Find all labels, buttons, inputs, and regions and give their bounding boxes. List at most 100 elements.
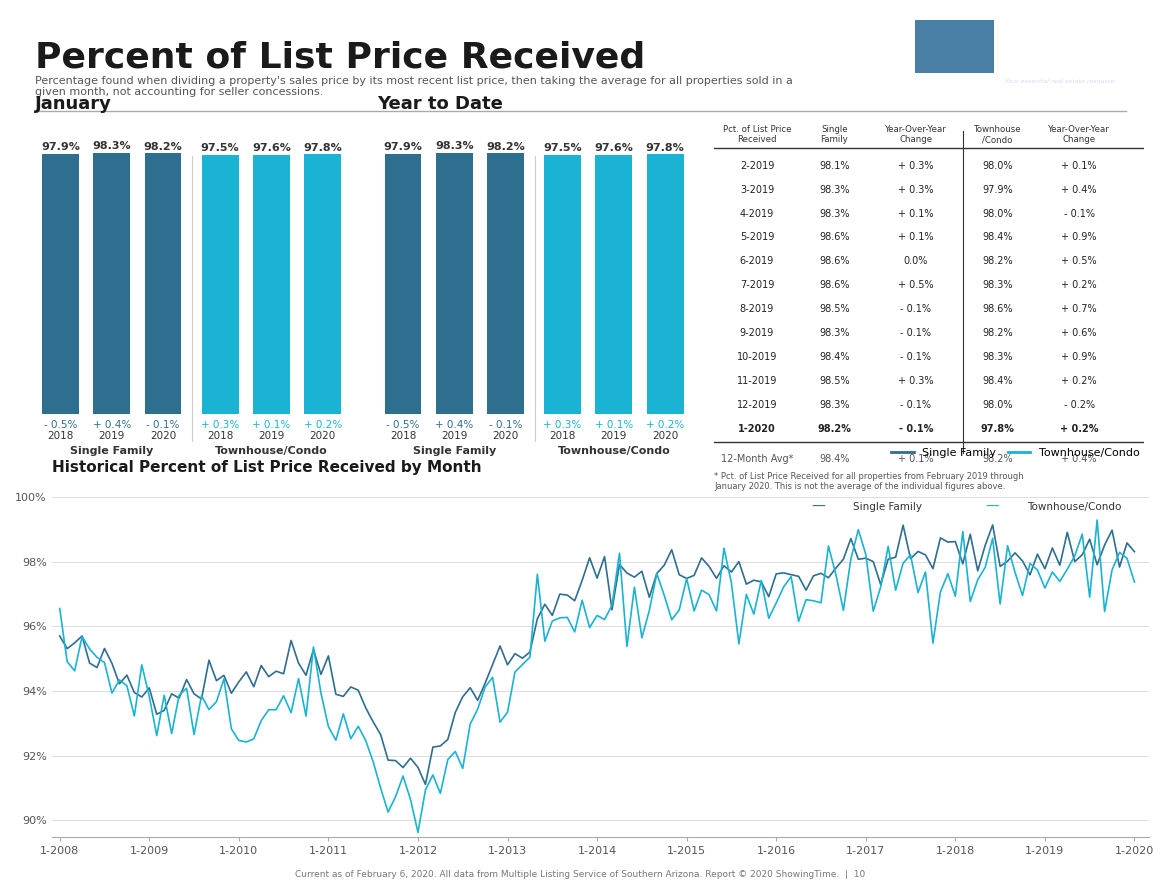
Text: 98.3%: 98.3%: [93, 142, 131, 151]
Text: 98.1%: 98.1%: [819, 160, 850, 171]
Text: + 0.4%: + 0.4%: [1061, 184, 1097, 195]
Text: Pct. of List Price
Received: Pct. of List Price Received: [722, 125, 792, 144]
Text: 12-Month Avg*: 12-Month Avg*: [721, 454, 793, 464]
Text: + 0.1%: + 0.1%: [899, 208, 933, 219]
Text: 98.4%: 98.4%: [819, 454, 850, 464]
Text: Year-Over-Year
Change: Year-Over-Year Change: [1048, 125, 1110, 144]
Text: + 0.1%: + 0.1%: [594, 419, 633, 430]
Text: 2020: 2020: [310, 431, 336, 441]
Text: 2018: 2018: [549, 431, 576, 441]
Text: ASSOCIATION: ASSOCIATION: [1005, 37, 1074, 47]
Text: 98.6%: 98.6%: [819, 280, 850, 290]
Text: 2018: 2018: [48, 431, 73, 441]
Text: 98.0%: 98.0%: [982, 160, 1012, 171]
Bar: [596, 155, 633, 414]
Bar: [545, 155, 580, 414]
Text: 97.5%: 97.5%: [201, 143, 239, 153]
Text: 2019: 2019: [258, 431, 284, 441]
Text: Percent of List Price Received: Percent of List Price Received: [35, 40, 646, 74]
Text: 97.5%: 97.5%: [543, 143, 582, 153]
Text: 98.2%: 98.2%: [144, 142, 182, 151]
Text: 2020: 2020: [652, 431, 678, 441]
Bar: [384, 154, 421, 414]
Text: 98.3%: 98.3%: [819, 400, 850, 410]
Text: OF REALTORS®: OF REALTORS®: [1005, 54, 1083, 63]
Text: 98.6%: 98.6%: [819, 256, 850, 266]
Text: + 0.2%: + 0.2%: [646, 419, 684, 430]
Text: 98.2%: 98.2%: [486, 142, 525, 151]
Text: + 0.4%: + 0.4%: [93, 419, 131, 430]
Text: + 0.4%: + 0.4%: [1061, 454, 1097, 464]
Text: Townhouse/Condo: Townhouse/Condo: [1027, 502, 1122, 513]
Text: + 0.2%: + 0.2%: [1061, 376, 1097, 386]
Text: 98.0%: 98.0%: [982, 400, 1012, 410]
Text: 3-2019: 3-2019: [740, 184, 774, 195]
Text: 98.2%: 98.2%: [982, 256, 1012, 266]
Text: 98.6%: 98.6%: [982, 304, 1012, 314]
Text: + 0.2%: + 0.2%: [1060, 424, 1098, 434]
Text: Single Family: Single Family: [853, 502, 922, 513]
Text: 98.2%: 98.2%: [982, 328, 1012, 338]
Text: + 0.2%: + 0.2%: [1061, 280, 1097, 290]
Text: + 0.1%: + 0.1%: [1061, 160, 1097, 171]
Text: + 0.1%: + 0.1%: [899, 232, 933, 242]
Bar: [42, 154, 79, 414]
Text: - 0.5%: - 0.5%: [387, 419, 419, 430]
Text: 98.3%: 98.3%: [435, 142, 474, 151]
Text: 98.3%: 98.3%: [982, 352, 1012, 362]
Text: 98.2%: 98.2%: [982, 454, 1012, 464]
Text: Percentage found when dividing a property's sales price by its most recent list : Percentage found when dividing a propert…: [35, 76, 793, 97]
Text: 12-2019: 12-2019: [737, 400, 777, 410]
Text: - 0.1%: - 0.1%: [146, 419, 180, 430]
Text: 97.9%: 97.9%: [41, 142, 80, 152]
Text: - 0.2%: - 0.2%: [1063, 400, 1095, 410]
Text: 2020: 2020: [492, 431, 519, 441]
Text: 98.4%: 98.4%: [982, 232, 1012, 242]
Text: - 0.5%: - 0.5%: [44, 419, 77, 430]
Text: Year-Over-Year
Change: Year-Over-Year Change: [885, 125, 946, 144]
Text: - 0.1%: - 0.1%: [899, 424, 933, 434]
Text: + 0.5%: + 0.5%: [899, 280, 933, 290]
Text: + 0.6%: + 0.6%: [1061, 328, 1097, 338]
Text: —: —: [986, 500, 1000, 514]
Text: 10-2019: 10-2019: [737, 352, 777, 362]
Bar: [488, 153, 524, 414]
Text: TUCSON: TUCSON: [1005, 17, 1060, 30]
Text: Current as of February 6, 2020. All data from Multiple Listing Service of Southe: Current as of February 6, 2020. All data…: [295, 870, 866, 879]
Text: 6-2019: 6-2019: [740, 256, 774, 266]
Text: Your essential real estate resource.: Your essential real estate resource.: [1005, 78, 1117, 84]
Text: Single
Family: Single Family: [821, 125, 849, 144]
Text: 2018: 2018: [390, 431, 416, 441]
Text: 2020: 2020: [150, 431, 176, 441]
Text: + 0.7%: + 0.7%: [1061, 304, 1097, 314]
Text: 8-2019: 8-2019: [740, 304, 774, 314]
Text: 97.8%: 97.8%: [981, 424, 1015, 434]
Text: - 0.1%: - 0.1%: [901, 352, 931, 362]
Text: 97.8%: 97.8%: [303, 142, 342, 153]
Text: 98.3%: 98.3%: [819, 184, 850, 195]
Text: 2019: 2019: [99, 431, 125, 441]
Text: 98.4%: 98.4%: [819, 352, 850, 362]
Text: 5-2019: 5-2019: [740, 232, 774, 242]
Text: 2019: 2019: [441, 431, 468, 441]
Text: Historical Percent of List Price Received by Month: Historical Percent of List Price Receive…: [52, 460, 482, 475]
Text: 2018: 2018: [207, 431, 233, 441]
Text: + 0.3%: + 0.3%: [899, 160, 933, 171]
Text: 98.6%: 98.6%: [819, 232, 850, 242]
Text: + 0.4%: + 0.4%: [435, 419, 474, 430]
Bar: [915, 20, 994, 73]
Text: + 0.1%: + 0.1%: [252, 419, 290, 430]
Text: 98.5%: 98.5%: [819, 304, 850, 314]
Text: 7-2019: 7-2019: [740, 280, 774, 290]
Bar: [304, 154, 341, 414]
Bar: [202, 155, 238, 414]
Legend: Single Family, Townhouse/Condo: Single Family, Townhouse/Condo: [887, 443, 1144, 462]
Text: - 0.1%: - 0.1%: [1063, 208, 1095, 219]
Text: Single Family: Single Family: [70, 446, 153, 457]
Text: 97.9%: 97.9%: [383, 142, 423, 152]
Text: 2-2019: 2-2019: [740, 160, 774, 171]
Text: - 0.1%: - 0.1%: [489, 419, 522, 430]
Text: + 0.5%: + 0.5%: [1061, 256, 1097, 266]
Text: Year to Date: Year to Date: [377, 95, 503, 113]
Bar: [435, 153, 473, 414]
